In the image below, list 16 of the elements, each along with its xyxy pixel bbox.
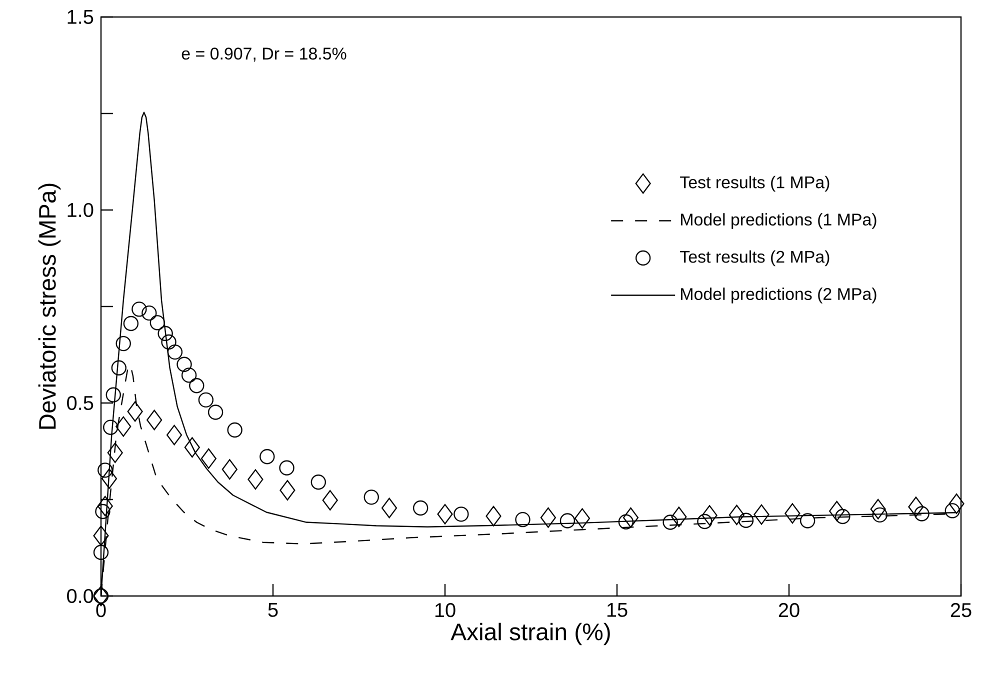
legend-label: Model predictions (2 MPa) bbox=[681, 288, 876, 304]
x-tick-label: 5 bbox=[268, 603, 278, 617]
y-tick-label: 1.0 bbox=[68, 202, 94, 218]
y-tick-label: 1.5 bbox=[68, 10, 94, 24]
legend-label: Test results (1 MPa) bbox=[680, 176, 830, 192]
annotation: e = 0.907, Dr = 18.5% bbox=[182, 48, 346, 62]
y-axis-title: Deviatoric stress (MPa) bbox=[38, 184, 61, 429]
x-tick-label: 15 bbox=[607, 603, 628, 617]
x-tick-label: 25 bbox=[950, 603, 972, 618]
x-axis-title: Axial strain (%) bbox=[450, 622, 610, 646]
y-tick-label: 0.0 bbox=[67, 588, 94, 604]
x-tick-label: 10 bbox=[435, 603, 456, 618]
y-tick-label: 0.5 bbox=[67, 396, 94, 410]
x-tick-label: 20 bbox=[778, 603, 800, 618]
legend-label: Test results (2 MPa) bbox=[680, 250, 830, 266]
legend-label: Model predictions (1 MPa) bbox=[681, 213, 876, 229]
